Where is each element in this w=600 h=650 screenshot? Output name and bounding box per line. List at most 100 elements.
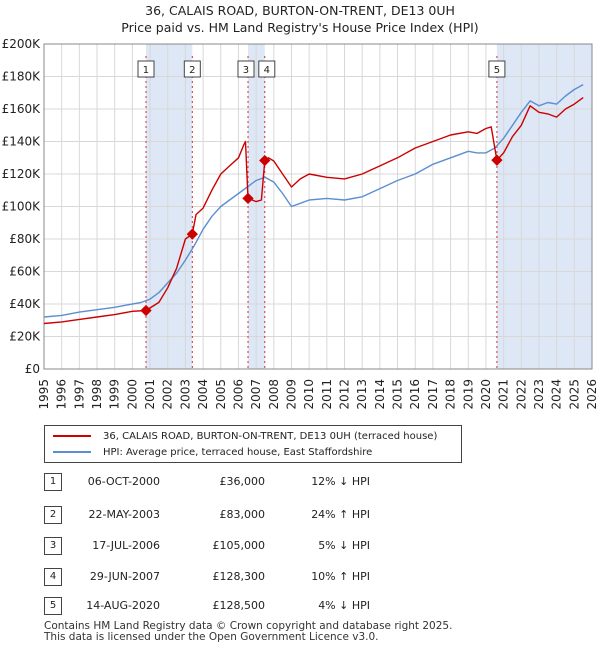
chart-legend: 36, CALAIS ROAD, BURTON-ON-TRENT, DE13 0…	[44, 425, 462, 463]
sale-marker-label: 1	[143, 65, 149, 76]
sale-number-badge: 5	[44, 597, 62, 615]
x-tick-label: 2010	[302, 379, 316, 410]
title-line-1: 36, CALAIS ROAD, BURTON-ON-TRENT, DE13 0…	[145, 3, 455, 18]
x-tick-label: 1997	[72, 379, 86, 410]
table-row: 5 14-AUG-2020 £128,500 4% ↓ HPI	[0, 597, 600, 615]
x-tick-label: 2005	[214, 379, 228, 410]
x-tick-label: 2016	[408, 379, 422, 410]
x-tick-label: 2003	[178, 379, 192, 410]
sale-marker-box	[137, 60, 155, 78]
sale-point	[140, 304, 152, 317]
x-tick-label: 1999	[108, 379, 122, 410]
x-tick-label: 2014	[373, 379, 387, 410]
sale-hpi-diff: 10% ↑ HPI	[311, 570, 370, 583]
y-tick-label: £180K	[2, 70, 42, 84]
sale-number-badge: 3	[44, 537, 62, 555]
price-chart: £0 £20K £40K £60K £80K £100K £120K £140K £160K £1…	[2, 37, 599, 410]
y-tick-label: £120K	[2, 167, 42, 181]
x-tick-label: 2013	[355, 379, 369, 410]
chart-title: 36, CALAIS ROAD, BURTON-ON-TRENT, DE13 0…	[0, 2, 600, 36]
sale-marker-label: 5	[494, 65, 500, 76]
sale-marker-label: 2	[189, 65, 195, 76]
x-tick-label: 2021	[497, 379, 511, 410]
sale-number-badge: 1	[44, 473, 62, 491]
x-tick-label: 2024	[550, 379, 564, 410]
sale-marker-box	[237, 60, 255, 78]
sale-marker-box	[258, 60, 276, 78]
x-tick-label: 2025	[567, 379, 581, 410]
legend-swatch-property	[53, 435, 91, 437]
table-row: 3 17-JUL-2006 £105,000 5% ↓ HPI	[0, 537, 600, 555]
sale-point	[186, 228, 198, 240]
sale-point	[491, 154, 503, 166]
y-tick-label: £0	[25, 362, 40, 376]
x-tick-label: 2001	[143, 379, 157, 410]
sale-date: 17-JUL-2006	[92, 539, 160, 552]
x-tick-label: 1995	[37, 379, 51, 410]
y-tick-label: £100K	[2, 200, 42, 214]
legend-item-property: 36, CALAIS ROAD, BURTON-ON-TRENT, DE13 0…	[53, 428, 437, 444]
legend-item-hpi: HPI: Average price, terraced house, East…	[53, 444, 372, 460]
sale-date: 06-OCT-2000	[87, 475, 160, 488]
plot-frame	[43, 43, 593, 370]
y-tick-label: £60K	[9, 265, 41, 279]
series-line-hpi	[43, 83, 584, 318]
table-row: 1 06-OCT-2000 £36,000 12% ↓ HPI	[0, 473, 600, 491]
sale-price: £128,500	[212, 599, 266, 612]
sale-price: £36,000	[219, 475, 266, 488]
title-line-2: Price paid vs. HM Land Registry's House …	[121, 20, 479, 35]
legend-label-hpi: HPI: Average price, terraced house, East…	[103, 446, 373, 458]
table-row: 4 29-JUN-2007 £128,300 10% ↑ HPI	[0, 568, 600, 586]
sale-date: 14-AUG-2020	[86, 599, 160, 612]
sale-date: 29-JUN-2007	[89, 570, 160, 583]
x-tick-label: 1998	[90, 379, 104, 410]
x-tick-label: 2017	[426, 379, 440, 410]
x-tick-label: 2022	[514, 379, 528, 410]
x-tick-label: 2011	[320, 379, 334, 410]
sale-price: £128,300	[212, 570, 266, 583]
x-tick-label: 2019	[461, 379, 475, 410]
x-tick-label: 2023	[532, 379, 546, 410]
x-tick-label: 1996	[55, 379, 69, 410]
y-tick-label: £160K	[2, 102, 42, 116]
footer-attribution: Contains HM Land Registry data © Crown c…	[44, 621, 452, 643]
legend-label-property: 36, CALAIS ROAD, BURTON-ON-TRENT, DE13 0…	[103, 430, 438, 442]
x-tick-label: 2004	[196, 379, 210, 410]
x-tick-label: 2012	[338, 379, 352, 410]
x-tick-label: 2002	[161, 379, 175, 410]
y-tick-label: £80K	[9, 232, 41, 246]
legend-swatch-hpi	[53, 451, 91, 453]
sale-hpi-diff: 24% ↑ HPI	[311, 508, 370, 521]
sale-date: 22-MAY-2003	[88, 508, 160, 521]
y-tick-label: £200K	[2, 37, 42, 51]
y-tick-label: £40K	[9, 297, 41, 311]
x-tick-label: 2000	[125, 379, 139, 410]
sale-price: £83,000	[219, 508, 266, 521]
y-tick-label: £140K	[2, 135, 42, 149]
x-tick-label: 2026	[585, 379, 599, 410]
x-tick-label: 2009	[284, 379, 298, 410]
footer-line-2: This data is licensed under the Open Gov…	[44, 631, 379, 643]
sale-hpi-diff: 4% ↓ HPI	[318, 599, 370, 612]
sale-point	[242, 192, 254, 205]
x-tick-label: 2006	[231, 379, 245, 410]
y-tick-label: £20K	[9, 330, 41, 344]
series-line-property	[43, 97, 584, 325]
sale-hpi-diff: 12% ↓ HPI	[311, 475, 370, 488]
footer-line-1: Contains HM Land Registry data © Crown c…	[44, 620, 453, 632]
sale-number-badge: 4	[44, 568, 62, 586]
sale-marker-label: 3	[243, 65, 249, 76]
sale-hpi-diff: 5% ↓ HPI	[318, 539, 370, 552]
sale-number-badge: 2	[44, 506, 62, 524]
x-tick-label: 2015	[391, 379, 405, 410]
x-tick-label: 2008	[267, 379, 281, 410]
sale-price: £105,000	[212, 539, 266, 552]
sale-marker-box	[183, 60, 201, 78]
table-row: 2 22-MAY-2003 £83,000 24% ↑ HPI	[0, 506, 600, 524]
sale-point	[259, 154, 271, 167]
x-tick-label: 2020	[479, 379, 493, 410]
x-tick-label: 2007	[249, 379, 263, 410]
x-tick-label: 2018	[444, 379, 458, 410]
sale-marker-label: 4	[264, 65, 270, 76]
sale-marker-box	[488, 60, 506, 78]
